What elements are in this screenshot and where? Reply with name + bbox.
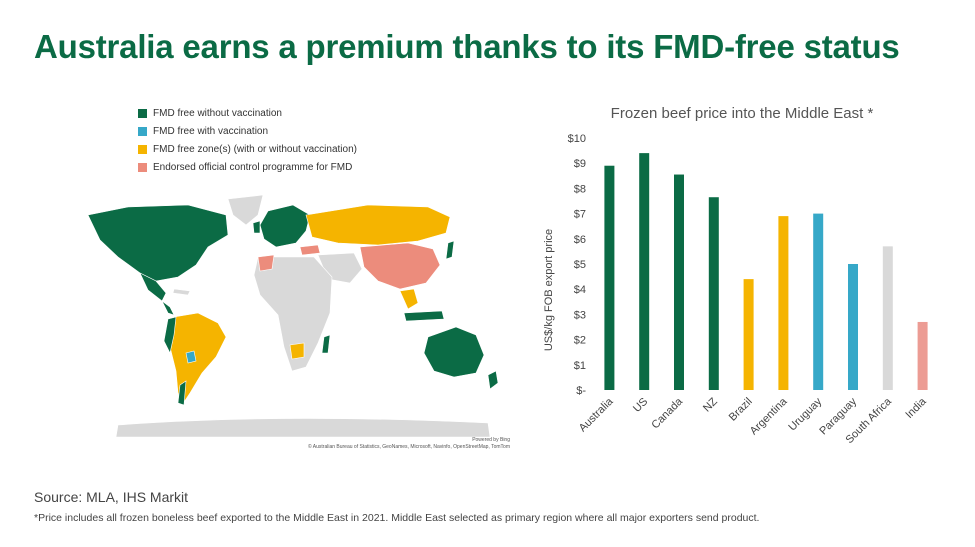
y-tick-label: $4 [574,284,586,296]
region-caribbean [172,288,191,296]
region-andes [163,316,177,354]
legend-item-fmd-free-no-vaccination: FMD free without vaccination [138,104,357,122]
y-tick-label: $3 [574,309,586,321]
y-tick-label: $10 [568,133,586,145]
y-axis-ticks: $- $1 $2 $3 $4 $5 $6 $7 $8 $9 $10 [568,133,587,397]
y-tick-label: $2 [574,335,586,347]
y-tick-label: $6 [574,234,586,246]
footnote: *Price includes all frozen boneless beef… [34,512,760,524]
region-indonesia [403,310,445,322]
bar-us [639,153,650,390]
bar-brazil [743,279,754,390]
bar-argentina [778,216,789,390]
bar-australia [604,165,615,390]
chart-title: Frozen beef price into the Middle East * [611,105,874,122]
legend-swatch [138,162,147,172]
legend-swatch [138,144,147,154]
bar-india [917,321,928,390]
region-argentina-south [177,380,187,406]
region-turkey [299,244,321,256]
region-antarctica [115,418,491,438]
region-europe [259,204,311,248]
region-se-asia [399,288,419,310]
bar-paraguay [848,264,858,390]
map-credit: Powered by Bing © Australian Bureau of S… [250,437,510,451]
bar-canada [674,174,684,390]
region-north-america [87,204,229,282]
legend-item-fmd-free-zones: FMD free zone(s) (with or without vaccin… [138,140,357,158]
region-central-america [161,300,175,316]
legend-label: FMD free with vaccination [153,125,269,137]
bar-south-africa [882,246,893,390]
legend-swatch [138,108,147,118]
x-axis-ticks: Australia US Canada NZ BrazilArgentinaUrugua… [577,395,930,446]
legend-label: FMD free without vaccination [153,107,282,119]
region-south-america [167,312,227,406]
region-japan [445,240,455,260]
region-greenland [227,194,264,226]
y-tick-label: $9 [574,158,586,170]
x-tick-label: Argentina [748,395,790,437]
y-tick-label: $- [576,385,586,397]
region-madagascar [321,334,331,354]
region-africa [253,256,333,372]
x-tick-label: Canada [649,395,685,431]
source-note: Source: MLA, IHS Markit [34,489,189,505]
region-russia [305,204,451,246]
y-tick-label: $8 [574,183,586,195]
map-credit-sources: © Australian Bureau of Statistics, GeoNa… [307,444,510,450]
map-credit-powered: Powered by Bing [472,437,510,443]
slide-title: Australia earns a premium thanks to its … [34,28,900,65]
map-legend: FMD free without vaccination FMD free wi… [138,104,357,176]
region-uruguay-paraguay [185,350,197,364]
world-fmd-map [87,194,499,438]
y-tick-label: $7 [574,209,586,221]
x-tick-label: Australia [577,395,616,434]
y-tick-label: $5 [574,259,586,271]
price-bar-chart: Frozen beef price into the Middle East *… [543,105,930,446]
region-uk [252,220,261,234]
legend-item-control-programme: Endorsed official control programme for … [138,158,357,176]
region-australia [423,326,485,378]
legend-label: FMD free zone(s) (with or without vaccin… [153,143,357,155]
bar-nz [708,197,719,390]
x-tick-label: Brazil [727,396,755,424]
x-tick-label: NZ [701,395,720,414]
region-south-africa [289,342,305,360]
x-tick-label: India [903,395,929,421]
region-mexico [139,272,167,302]
legend-swatch [138,126,147,136]
y-tick-label: $1 [574,360,586,372]
bar-uruguay [813,213,824,390]
region-north-africa [257,254,275,272]
y-axis-label: US$/kg FOB export price [543,229,555,351]
x-tick-label: US [631,396,650,415]
legend-label: Endorsed official control programme for … [153,161,353,173]
region-new-zealand [487,370,499,390]
bar-series [604,153,928,390]
map-regions [87,194,499,438]
legend-item-fmd-free-vaccination: FMD free with vaccination [138,122,357,140]
region-asia-control [359,242,441,290]
